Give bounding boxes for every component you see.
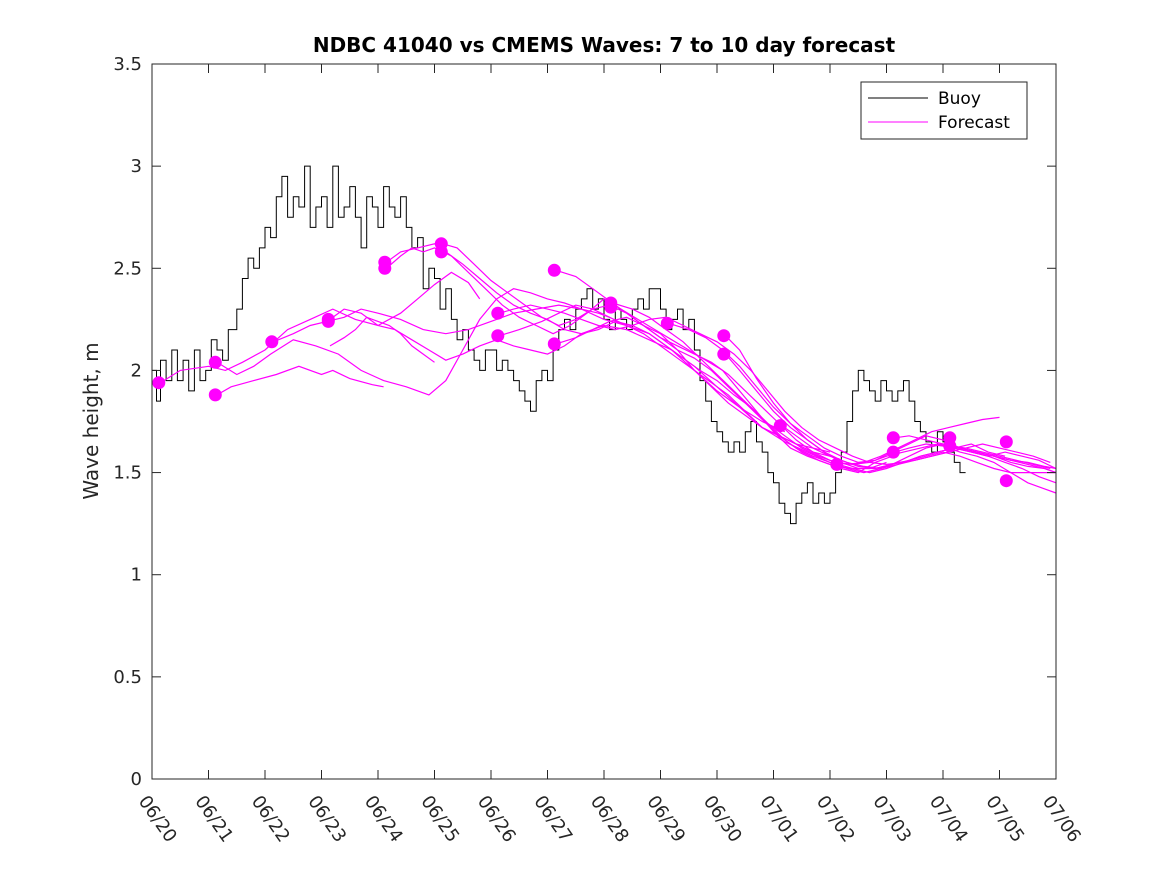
x-tick-label: 06/23 xyxy=(303,792,350,847)
x-tick-label: 07/04 xyxy=(925,792,972,847)
x-tick-label: 06/30 xyxy=(699,792,746,847)
legend-buoy-label: Buoy xyxy=(938,89,981,109)
forecast-line-2 xyxy=(216,288,610,396)
x-tick-label: 07/01 xyxy=(755,792,802,847)
y-tick-label: 1.5 xyxy=(113,463,142,484)
forecast-line-21 xyxy=(894,435,1057,474)
forecast-line-6 xyxy=(329,316,435,363)
y-tick-label: 3 xyxy=(131,156,142,177)
x-tick-label: 07/03 xyxy=(868,792,915,847)
forecast-start-marker xyxy=(660,316,674,330)
x-tick-label: 06/24 xyxy=(360,792,407,847)
y-tick-label: 3.5 xyxy=(113,54,142,75)
forecast-line-13 xyxy=(555,316,831,453)
forecast-start-marker xyxy=(491,306,505,320)
forecast-start-marker xyxy=(830,457,844,471)
buoy-line xyxy=(152,165,966,525)
x-tick-label: 07/06 xyxy=(1038,792,1085,847)
x-tick-label: 06/26 xyxy=(473,792,520,847)
y-axis-label: Wave height, m xyxy=(79,342,103,499)
forecast-start-marker xyxy=(999,474,1013,488)
y-tick-label: 0 xyxy=(131,769,142,790)
legend: Buoy Forecast xyxy=(860,81,1028,140)
forecast-start-marker xyxy=(943,439,957,453)
forecast-start-marker xyxy=(434,245,448,259)
forecast-start-marker xyxy=(208,388,222,402)
forecast-line-17 xyxy=(725,353,1057,474)
x-tick-label: 06/22 xyxy=(247,792,294,847)
forecast-line-18 xyxy=(781,425,1051,470)
forecast-line-22 xyxy=(951,445,1051,470)
forecast-line-1 xyxy=(160,271,481,384)
y-tick-label: 1 xyxy=(131,565,142,586)
forecast-start-marker xyxy=(886,445,900,459)
forecast-start-marker xyxy=(717,329,731,343)
plot-area xyxy=(152,64,1056,779)
forecast-start-marker xyxy=(491,329,505,343)
forecast-start-marker xyxy=(604,300,618,314)
forecast-start-marker xyxy=(321,314,335,328)
y-tick-label: 0.5 xyxy=(113,667,142,688)
forecast-line-3 xyxy=(216,365,384,396)
forecast-start-markers xyxy=(152,237,1013,488)
forecast-start-marker xyxy=(152,376,166,390)
forecast-start-marker xyxy=(999,435,1013,449)
y-tick-label: 2.5 xyxy=(113,258,142,279)
forecast-line-9 xyxy=(442,243,949,474)
legend-forecast-label: Forecast xyxy=(938,113,1010,133)
forecast-start-marker xyxy=(208,355,222,369)
x-tick-label: 06/21 xyxy=(190,792,237,847)
x-tick-label: 06/27 xyxy=(529,792,576,847)
y-axis-ticks: 0 0.5 1 1.5 2 2.5 3 3.5 xyxy=(113,54,1056,790)
forecast-start-marker xyxy=(265,335,279,349)
y-tick-label: 2 xyxy=(131,360,142,381)
forecast-start-marker xyxy=(547,337,561,351)
forecast-line-20 xyxy=(894,443,1057,494)
x-tick-label: 07/05 xyxy=(981,792,1028,847)
plot-background xyxy=(152,64,1056,779)
x-tick-label: 06/29 xyxy=(642,792,689,847)
x-tick-label: 06/20 xyxy=(134,792,181,847)
x-tick-label: 06/28 xyxy=(586,792,633,847)
forecast-start-marker xyxy=(547,263,561,277)
forecast-start-marker xyxy=(886,431,900,445)
forecast-start-marker xyxy=(773,419,787,433)
x-tick-label: 06/25 xyxy=(416,792,463,847)
forecast-start-marker xyxy=(717,347,731,361)
forecast-start-marker xyxy=(378,261,392,275)
legend-box xyxy=(860,81,1028,140)
chart-title: NDBC 41040 vs CMEMS Waves: 7 to 10 day f… xyxy=(313,33,896,57)
x-tick-label: 07/02 xyxy=(812,792,859,847)
buoy-series xyxy=(152,165,966,525)
